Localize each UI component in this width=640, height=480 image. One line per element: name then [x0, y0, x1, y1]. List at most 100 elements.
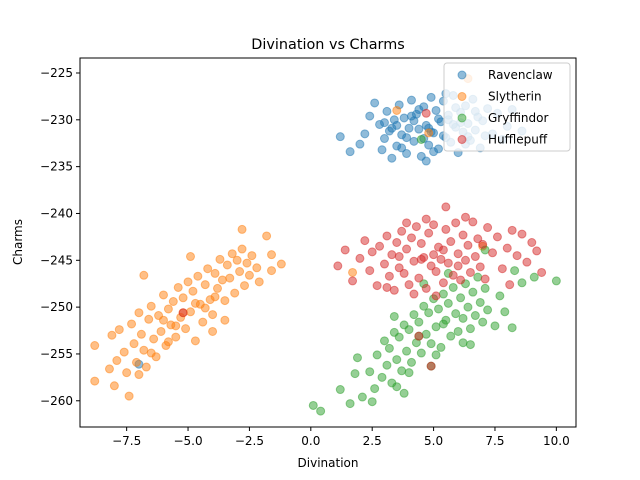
data-point [409, 289, 419, 299]
data-point [186, 307, 195, 317]
data-point [453, 326, 463, 336]
data-point [431, 291, 441, 301]
data-point [377, 145, 387, 155]
data-point [131, 357, 141, 367]
data-point [470, 252, 480, 262]
data-point [382, 360, 392, 370]
data-point [424, 308, 434, 318]
legend-label: Ravenclaw [488, 68, 553, 82]
data-point [178, 293, 188, 303]
legend-label: Gryffindor [488, 111, 549, 125]
data-point [416, 348, 426, 358]
data-point [502, 243, 512, 253]
data-point [254, 277, 264, 287]
data-point [414, 331, 424, 341]
data-point [237, 224, 247, 234]
series-hufflepuff [178, 108, 547, 371]
data-point [409, 256, 419, 266]
data-point [215, 254, 225, 264]
data-point [438, 319, 448, 329]
data-point [90, 341, 100, 351]
data-point [443, 258, 453, 268]
data-point [419, 301, 429, 311]
data-point [139, 270, 149, 280]
data-point [441, 202, 451, 212]
data-point [409, 310, 419, 320]
data-point [451, 218, 461, 228]
data-point [461, 212, 470, 222]
data-point [394, 252, 404, 262]
data-point [387, 153, 397, 163]
data-point [529, 272, 539, 282]
data-point [510, 266, 520, 276]
x-tick-label: 2.5 [363, 434, 382, 448]
data-point [392, 238, 402, 247]
data-point [424, 128, 434, 138]
series-gryffindor [308, 134, 561, 416]
data-point [551, 276, 561, 286]
data-point [237, 244, 247, 254]
data-point [414, 273, 424, 283]
data-point [404, 280, 414, 290]
data-point [262, 231, 272, 241]
data-point [377, 372, 387, 382]
data-point [406, 95, 416, 105]
data-point [90, 376, 100, 386]
data-point [141, 362, 151, 372]
data-point [222, 260, 232, 270]
data-point [235, 267, 245, 277]
data-point [483, 305, 493, 315]
data-point [426, 361, 436, 371]
data-point [507, 225, 517, 235]
data-point [431, 267, 441, 277]
data-point [468, 217, 478, 227]
data-point [350, 369, 360, 379]
data-point [426, 339, 436, 349]
data-point [532, 246, 542, 256]
data-point [183, 277, 193, 287]
legend-marker [457, 135, 467, 144]
data-point [473, 272, 483, 282]
data-point [465, 324, 475, 334]
data-point [456, 275, 466, 285]
data-point [480, 283, 490, 293]
data-point [146, 301, 156, 311]
data-point [414, 105, 424, 115]
data-point [458, 338, 468, 348]
data-point [387, 123, 397, 133]
data-point [163, 337, 173, 347]
data-point [402, 244, 412, 254]
data-point [379, 336, 389, 346]
data-point [173, 282, 183, 292]
legend-marker [457, 113, 467, 123]
y-tick-label: −230 [40, 113, 73, 127]
data-point [463, 302, 473, 312]
data-point [468, 287, 478, 297]
data-point [453, 261, 463, 271]
x-axis-label: Divination [298, 456, 359, 470]
data-point [429, 250, 439, 260]
data-point [267, 250, 277, 260]
data-point [527, 238, 537, 247]
data-point [178, 308, 188, 318]
data-point [404, 325, 414, 335]
data-point [438, 245, 448, 255]
data-point [134, 308, 144, 318]
data-point [458, 230, 468, 240]
data-point [441, 224, 451, 234]
data-point [537, 267, 547, 277]
y-tick-label: −235 [40, 160, 73, 174]
data-point [213, 283, 222, 293]
data-point [431, 105, 441, 115]
data-point [451, 309, 461, 319]
data-point [203, 264, 213, 274]
legend-label: Hufflepuff [488, 133, 548, 147]
data-point [446, 331, 456, 341]
data-point [375, 241, 385, 251]
data-point [399, 388, 409, 398]
data-point [429, 220, 439, 230]
legend-label: Slytherin [488, 90, 542, 104]
data-point [217, 275, 227, 285]
x-axis-ticks: −7.5 −5.0 −2.5 0.0 2.5 5.0 7.5 10.0 [112, 427, 570, 448]
x-tick-label: −7.5 [112, 434, 141, 448]
